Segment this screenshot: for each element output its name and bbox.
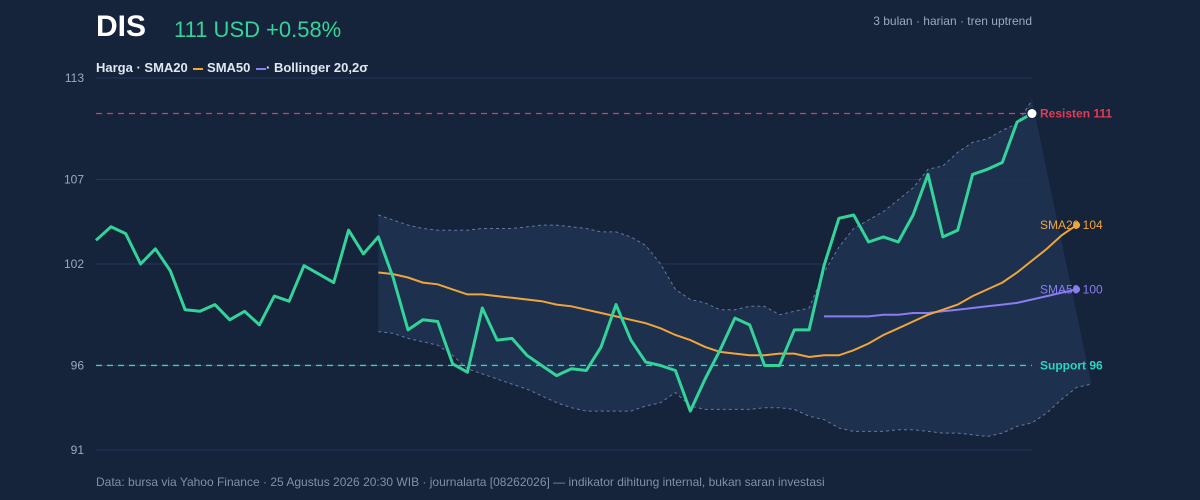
price-line [94, 112, 1033, 413]
bollinger-lower-line [378, 331, 1092, 438]
sma50-line [824, 288, 1077, 318]
legend-sma20-swatch [193, 67, 204, 70]
price-change: +0.58% [266, 17, 342, 42]
sma20-end-label: SMA20 104 [1040, 218, 1103, 232]
y-tick-label: 102 [64, 257, 84, 271]
y-tick-label: 91 [71, 443, 85, 457]
current-price: 111 USD [174, 17, 261, 42]
support-label: Support 96 [1040, 358, 1103, 372]
y-tick-label: 107 [64, 172, 84, 186]
sma20-end-marker [1073, 221, 1081, 229]
sma20-line [378, 224, 1078, 359]
price-end-marker [1026, 108, 1038, 120]
chart-meta: 3 bulan · harian · tren uptrend [873, 14, 1032, 28]
legend-sma20: SMA20 [144, 60, 188, 75]
legend-bollinger: Bollinger 20,2σ [273, 60, 369, 75]
legend-price: Harga [96, 60, 133, 75]
ticker-symbol: DIS [96, 10, 147, 43]
y-tick-label: 96 [71, 358, 85, 372]
sma50-end-marker [1073, 285, 1081, 293]
y-tick-label: 113 [65, 71, 84, 85]
sma50-end-label: SMA50 100 [1040, 282, 1103, 296]
bollinger-band-fill [378, 100, 1092, 437]
resistance-label: Resisten 111 [1040, 107, 1112, 121]
chart-legend: Harga · SMA20 SMA50 · Bollinger 20,2σ [96, 60, 369, 75]
legend-sma50-swatch [256, 67, 267, 70]
price-quote: 111 USD +0.58% [174, 17, 347, 43]
legend-sma50: SMA50 [207, 60, 251, 75]
bollinger-upper-line [378, 99, 1033, 316]
data-source-footer: Data: bursa via Yahoo Finance · 25 Agust… [96, 475, 825, 489]
